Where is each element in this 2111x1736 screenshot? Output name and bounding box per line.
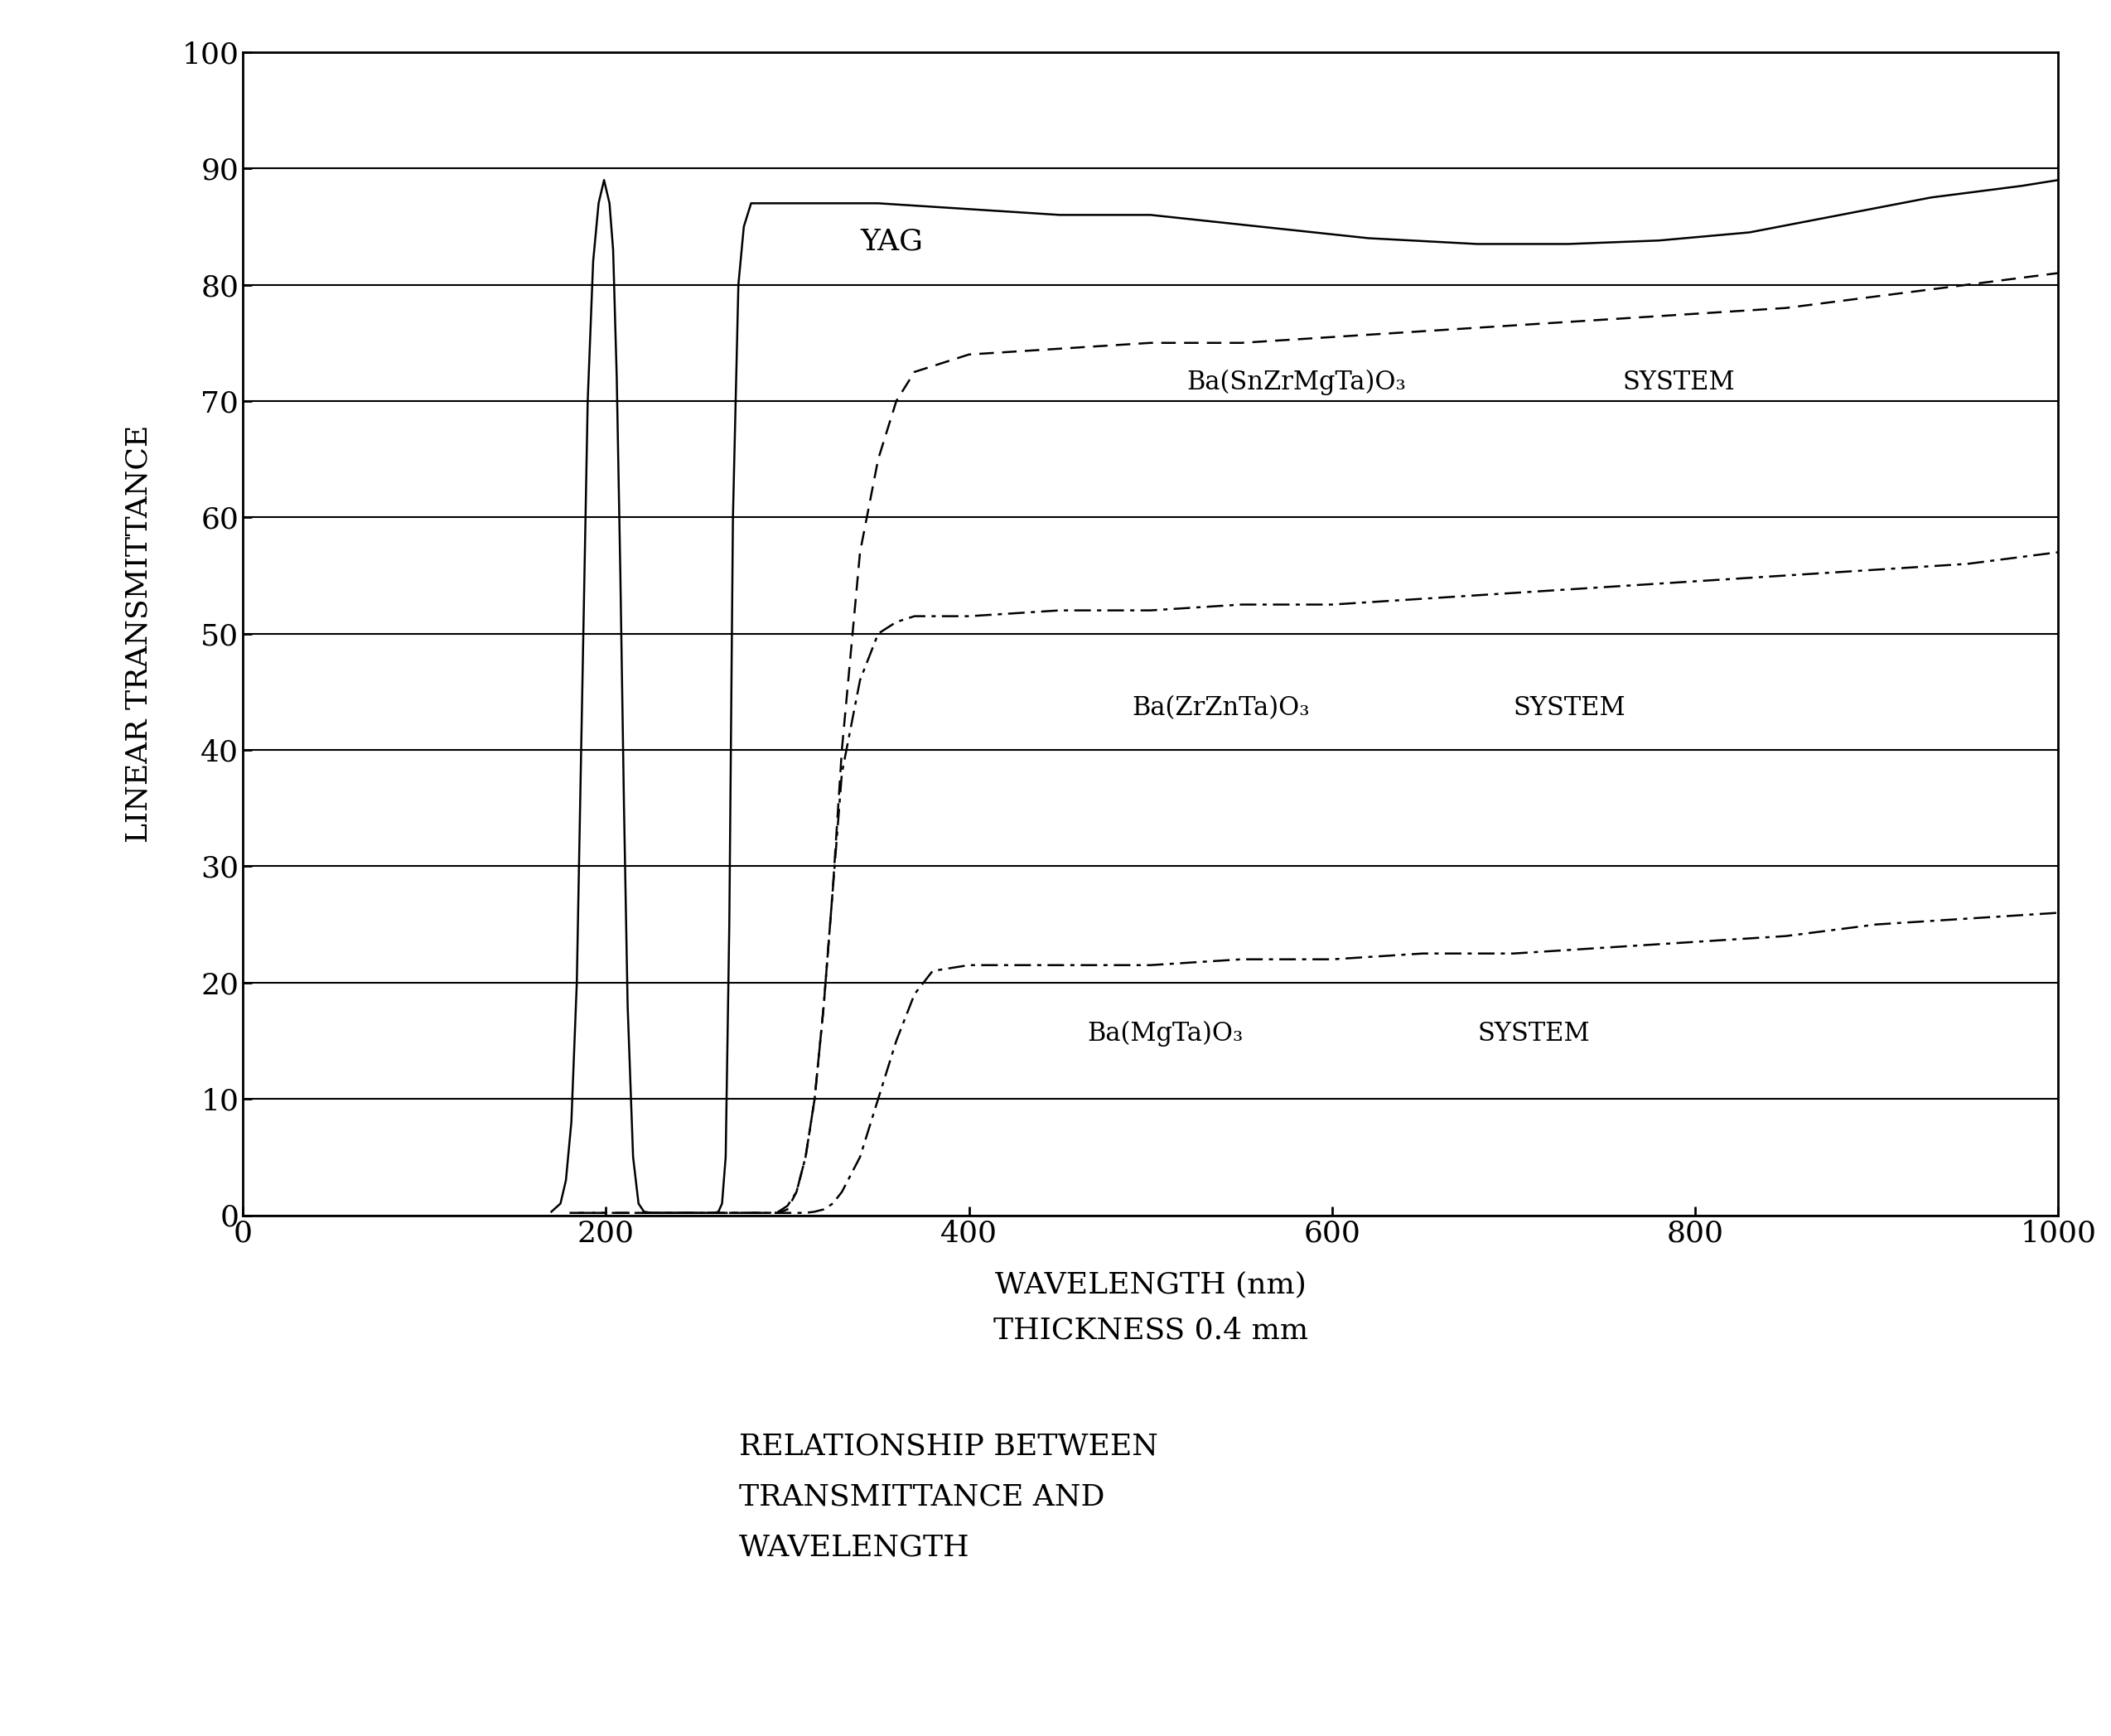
Text: YAG: YAG bbox=[859, 227, 923, 255]
Text: RELATIONSHIP BETWEEN
TRANSMITTANCE AND
WAVELENGTH: RELATIONSHIP BETWEEN TRANSMITTANCE AND W… bbox=[739, 1432, 1159, 1561]
Text: SYSTEM: SYSTEM bbox=[1623, 370, 1735, 396]
Text: Ba(MgTa)O₃: Ba(MgTa)O₃ bbox=[1087, 1021, 1243, 1047]
Y-axis label: LINEAR TRANSMITTANCE: LINEAR TRANSMITTANCE bbox=[125, 425, 152, 842]
Text: Ba(SnZrMgTa)O₃: Ba(SnZrMgTa)O₃ bbox=[1186, 370, 1406, 396]
Text: SYSTEM: SYSTEM bbox=[1478, 1021, 1590, 1047]
Text: SYSTEM: SYSTEM bbox=[1514, 694, 1625, 720]
Text: Ba(ZrZnTa)O₃: Ba(ZrZnTa)O₃ bbox=[1131, 694, 1311, 720]
X-axis label: WAVELENGTH (nm)
THICKNESS 0.4 mm: WAVELENGTH (nm) THICKNESS 0.4 mm bbox=[992, 1271, 1309, 1345]
